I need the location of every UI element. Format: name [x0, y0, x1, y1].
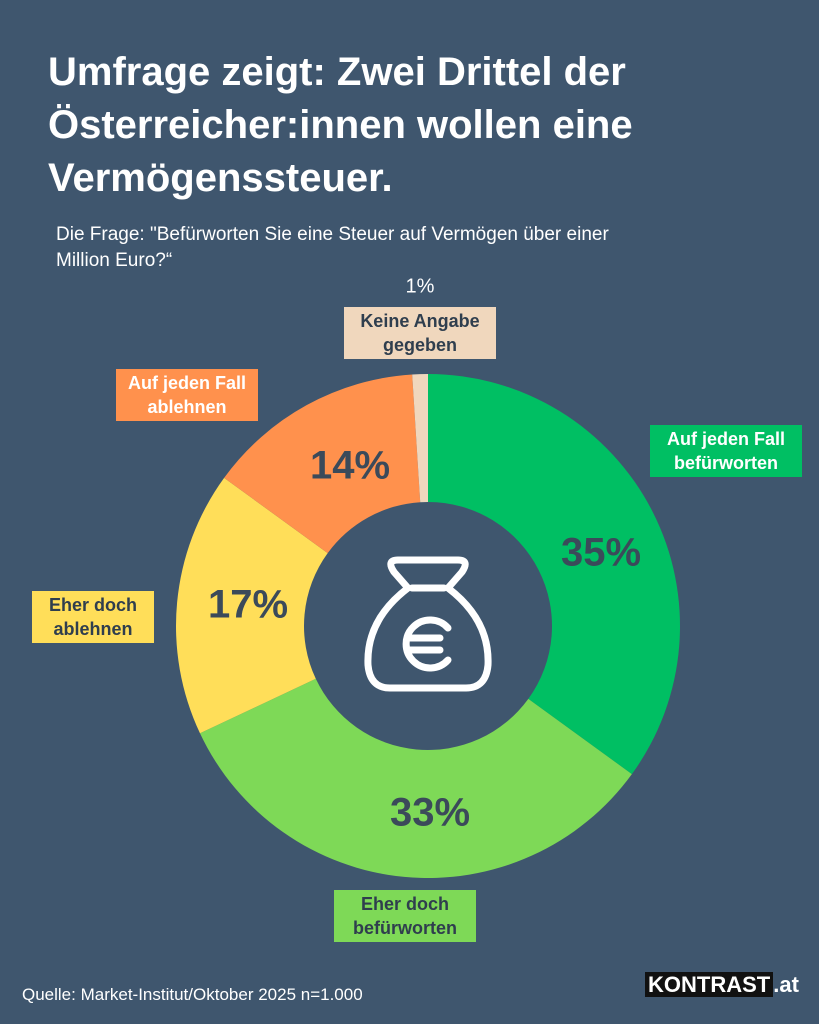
- value-label: 14%: [310, 444, 390, 488]
- title: Umfrage zeigt: Zwei Drittel der Österrei…: [48, 50, 633, 200]
- donut-segment: [199, 678, 632, 879]
- value-label: 17%: [208, 583, 288, 627]
- donut-segment: [428, 374, 680, 775]
- logo-main: KONTRAST: [645, 972, 774, 997]
- value-label: 35%: [561, 531, 641, 575]
- donut-segment: [412, 374, 428, 503]
- donut-segment: [176, 477, 328, 734]
- subtitle: Die Frage: "Befürworten Sie eine Steuer …: [56, 224, 609, 271]
- logo-suffix: .at: [773, 972, 799, 997]
- category-label: Eher doch befürworten: [334, 890, 476, 942]
- value-label: 33%: [390, 791, 470, 835]
- category-label: Auf jeden Fall ablehnen: [116, 369, 258, 421]
- category-label: Keine Angabe gegeben: [344, 307, 496, 359]
- category-label: Eher doch ablehnen: [32, 591, 154, 643]
- value-label: 1%: [406, 275, 435, 297]
- money-bag-icon: [364, 556, 492, 692]
- logo: KONTRAST .at: [645, 972, 799, 998]
- category-label: Auf jeden Fall befürworten: [650, 425, 802, 477]
- source: Quelle: Market-Institut/Oktober 2025 n=1…: [22, 985, 363, 1004]
- donut-segment: [224, 374, 421, 554]
